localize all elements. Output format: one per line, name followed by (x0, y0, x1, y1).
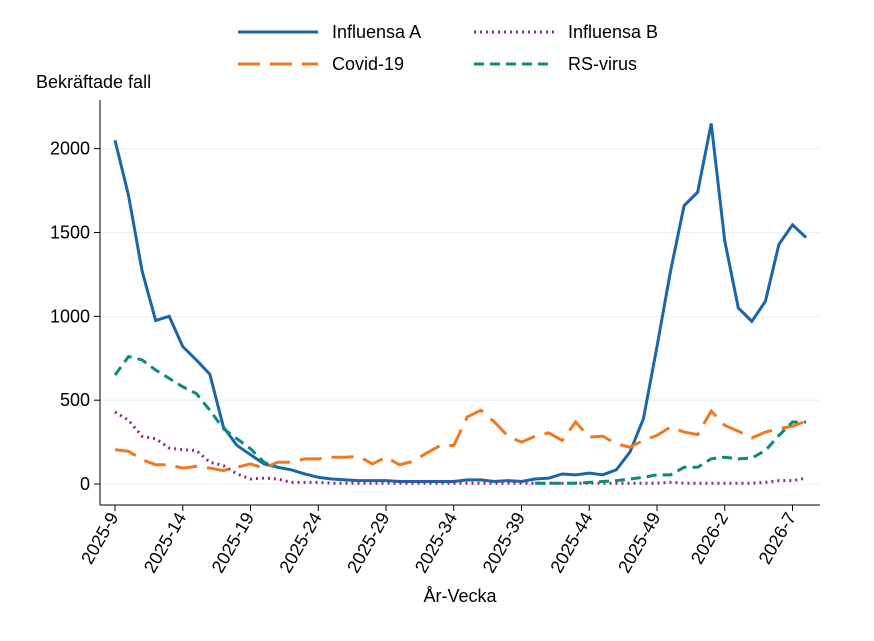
legend-label: RS-virus (568, 54, 637, 74)
legend-label: Influensa A (332, 22, 421, 42)
x-tick-label: 2026-2 (687, 509, 732, 568)
series-line (114, 408, 807, 473)
x-tick-label: 2025-9 (77, 509, 122, 568)
series-line (114, 410, 807, 485)
y-tick-label: 0 (80, 474, 90, 494)
x-tick-label: 2025-39 (479, 509, 529, 576)
series-line (113, 354, 807, 485)
legend-label: Covid-19 (332, 54, 404, 74)
x-tick-label: 2026-7 (755, 509, 800, 568)
x-tick-label: 2025-49 (614, 509, 664, 576)
x-tick-label: 2025-44 (546, 509, 596, 576)
y-tick-label: 1500 (50, 222, 90, 242)
legend-label: Influensa B (568, 22, 658, 42)
x-axis-title: År-Vecka (423, 586, 497, 606)
x-tick-label: 2025-24 (275, 509, 325, 576)
x-tick-label: 2025-34 (411, 509, 461, 576)
x-tick-label: 2025-29 (343, 509, 393, 576)
y-tick-label: 1000 (50, 306, 90, 326)
y-tick-label: 2000 (50, 139, 90, 159)
x-tick-label: 2025-19 (208, 509, 258, 576)
y-axis-title: Bekräftade fall (36, 72, 151, 92)
series-line (113, 123, 808, 484)
y-tick-label: 500 (60, 390, 90, 410)
x-tick-label: 2025-14 (140, 509, 190, 576)
